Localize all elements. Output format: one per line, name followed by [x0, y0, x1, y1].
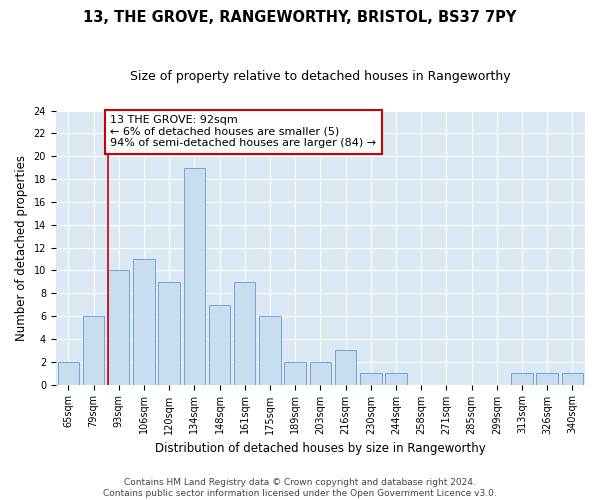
Text: 13 THE GROVE: 92sqm
← 6% of detached houses are smaller (5)
94% of semi-detached: 13 THE GROVE: 92sqm ← 6% of detached hou…	[110, 115, 377, 148]
Bar	[536, 373, 558, 384]
Bar	[259, 316, 281, 384]
Text: 13, THE GROVE, RANGEWORTHY, BRISTOL, BS37 7PY: 13, THE GROVE, RANGEWORTHY, BRISTOL, BS3…	[83, 10, 517, 25]
Bar	[58, 362, 79, 384]
Y-axis label: Number of detached properties: Number of detached properties	[15, 154, 28, 340]
Title: Size of property relative to detached houses in Rangeworthy: Size of property relative to detached ho…	[130, 70, 511, 83]
Bar	[108, 270, 130, 384]
Bar	[133, 259, 155, 384]
Bar	[209, 304, 230, 384]
Bar	[310, 362, 331, 384]
Bar	[562, 373, 583, 384]
Bar	[360, 373, 382, 384]
Text: Contains HM Land Registry data © Crown copyright and database right 2024.
Contai: Contains HM Land Registry data © Crown c…	[103, 478, 497, 498]
Bar	[284, 362, 306, 384]
Bar	[385, 373, 407, 384]
Bar	[158, 282, 180, 384]
Bar	[234, 282, 256, 384]
Bar	[335, 350, 356, 384]
Bar	[511, 373, 533, 384]
Bar	[83, 316, 104, 384]
X-axis label: Distribution of detached houses by size in Rangeworthy: Distribution of detached houses by size …	[155, 442, 486, 455]
Bar	[184, 168, 205, 384]
